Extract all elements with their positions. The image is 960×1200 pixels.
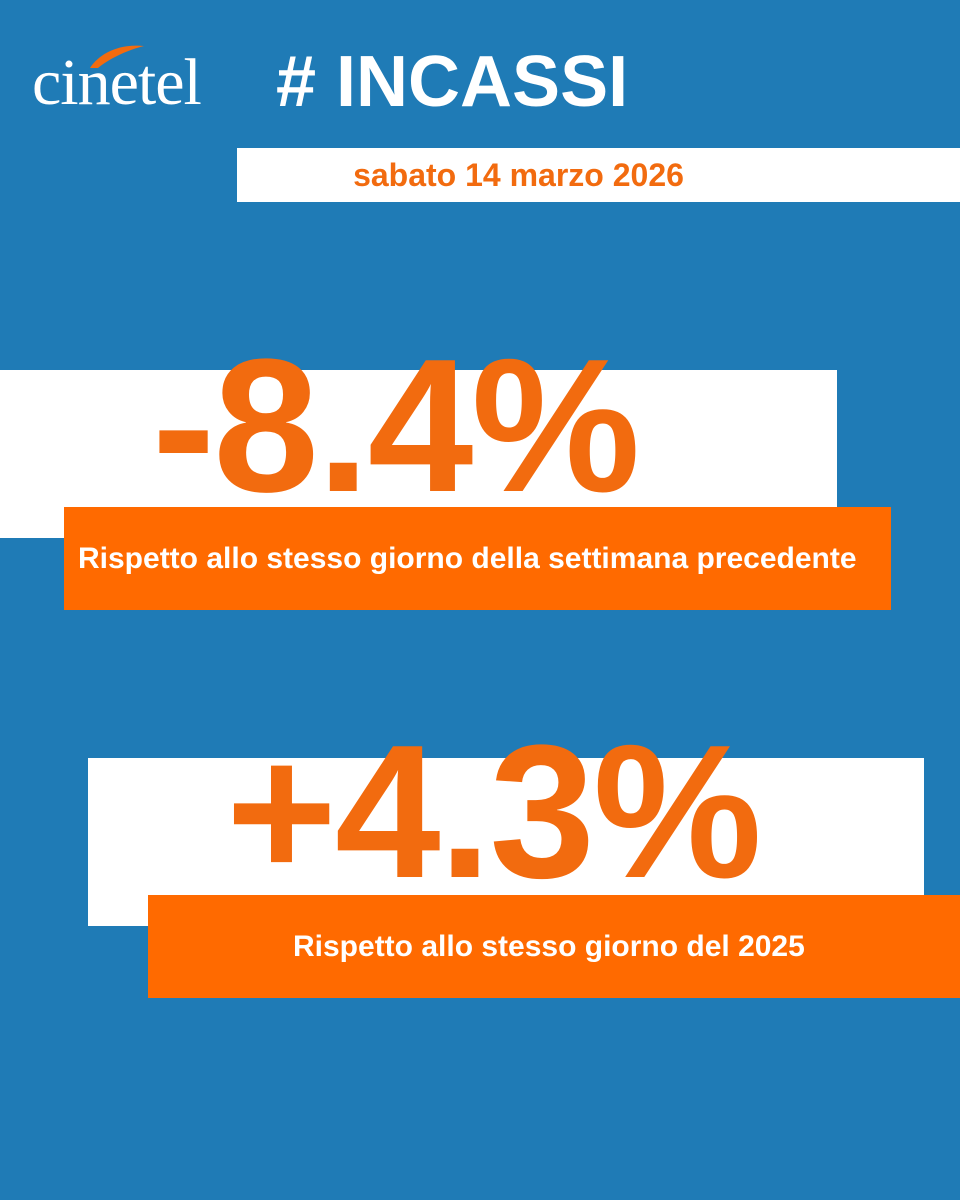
- logo-swoosh-icon: [90, 45, 144, 68]
- stat-2-value: +4.3%: [226, 706, 762, 918]
- page-title: # INCASSI: [276, 42, 629, 122]
- date-banner: sabato 14 marzo 2026: [237, 148, 960, 202]
- stat-2-caption: Rispetto allo stesso giorno del 2025: [148, 895, 960, 998]
- date-label: sabato 14 marzo 2026: [353, 157, 684, 193]
- stat-1-value: -8.4%: [152, 320, 640, 532]
- logo-text: cinetel: [32, 46, 202, 119]
- cinetel-logo: cinetel: [32, 45, 262, 120]
- stat-1-caption: Rispetto allo stesso giorno della settim…: [64, 507, 891, 610]
